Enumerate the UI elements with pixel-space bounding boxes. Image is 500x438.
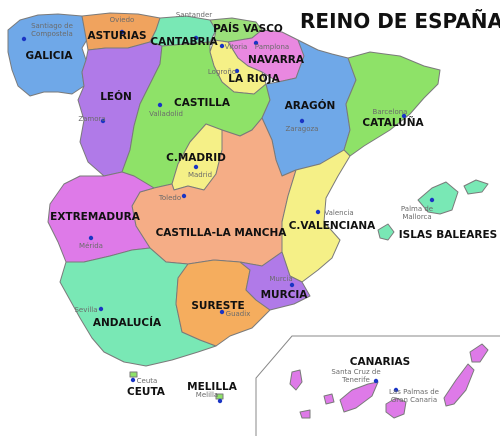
city-dot-pamplona	[253, 40, 259, 46]
label-canarias: CANARIAS	[350, 356, 410, 368]
city-label-santa-cruz-1: Santa Cruz de	[331, 368, 380, 376]
region-islas-baleares-menorca[interactable]	[463, 179, 489, 195]
city-label-logrono: Logroño	[208, 68, 236, 76]
region-islas-baleares-mallorca[interactable]	[417, 181, 459, 215]
city-label-ceuta: Ceuta	[137, 377, 158, 385]
city-label-sevilla: Sevilla	[74, 306, 97, 314]
region-canarias-la-gomera[interactable]	[323, 393, 335, 405]
city-dot-vitoria	[219, 43, 225, 49]
city-label-valencia: Valencia	[324, 209, 353, 217]
city-labels: Santiago de Compostela Oviedo Santander …	[31, 11, 439, 404]
city-dot-oviedo	[119, 29, 125, 35]
label-navarra: NAVARRA	[248, 54, 305, 66]
city-dot-valladolid	[157, 102, 163, 108]
label-andalucia: ANDALUCÍA	[93, 316, 162, 329]
city-label-barcelona: Barcelona	[373, 108, 408, 116]
region-cataluna[interactable]	[343, 51, 441, 157]
region-canarias-gran-canaria[interactable]	[385, 397, 407, 419]
label-sureste: SURESTE	[191, 300, 244, 312]
label-cantabria: CANTABRIA	[150, 36, 218, 48]
label-melilla: MELILLA	[187, 381, 238, 393]
city-label-pamplona: Pamplona	[255, 43, 289, 51]
city-dot-madrid	[193, 164, 199, 170]
city-dot-palma	[429, 197, 435, 203]
region-canarias-el-hierro[interactable]	[299, 409, 311, 419]
city-dot-ceuta	[130, 377, 136, 383]
city-label-valladolid: Valladolid	[149, 110, 183, 118]
label-castilla-la-mancha: CASTILLA-LA MANCHA	[156, 227, 288, 239]
city-label-oviedo: Oviedo	[110, 16, 135, 24]
city-dot-sevilla	[98, 306, 104, 312]
map-title: REINO DE ESPAÑA	[300, 9, 500, 33]
city-label-las-palmas-2: Gran Canaria	[391, 396, 437, 404]
city-dot-melilla	[217, 398, 223, 404]
city-dot-guadix	[219, 309, 225, 315]
region-labels: GALICIA ASTURIAS CANTABRIA PAÍS VASCO NA…	[25, 22, 497, 398]
label-pais-vasco: PAÍS VASCO	[213, 22, 283, 35]
city-label-palma-2: Mallorca	[402, 213, 431, 221]
city-dot-santander	[193, 35, 199, 41]
city-label-santiago-1: Santiago de	[31, 22, 73, 30]
city-dot-logrono	[234, 68, 240, 74]
region-ceuta[interactable]	[129, 371, 138, 378]
city-label-santander: Santander	[176, 11, 212, 19]
city-label-palma-1: Palma de	[401, 205, 433, 213]
city-dot-santa-cruz	[373, 378, 379, 384]
region-canarias-fuerteventura[interactable]	[443, 363, 475, 407]
city-dot-murcia	[289, 282, 295, 288]
city-dot-zaragoza	[299, 118, 305, 124]
city-label-merida: Mérida	[79, 242, 103, 250]
city-label-guadix: Guadix	[226, 310, 251, 318]
city-label-santiago-2: Compostela	[31, 30, 73, 38]
label-c-valenciana: C.VALENCIANA	[289, 220, 376, 232]
city-dot-toledo	[181, 193, 187, 199]
city-dot-merida	[88, 235, 94, 241]
city-label-melilla: Melilla	[196, 391, 218, 399]
region-murcia[interactable]	[239, 251, 311, 311]
region-c-valenciana[interactable]	[281, 149, 351, 283]
city-label-zamora: Zamora	[78, 115, 105, 123]
canarias-inset-frame	[255, 335, 500, 436]
region-islas-baleares-ibiza[interactable]	[377, 223, 395, 241]
city-label-madrid: Madrid	[188, 171, 212, 179]
label-cataluna: CATALUÑA	[362, 116, 424, 129]
city-label-santa-cruz-2: Tenerife	[341, 376, 370, 384]
label-galicia: GALICIA	[25, 50, 73, 62]
city-label-toledo: Toledo	[158, 194, 181, 202]
label-ceuta: CEUTA	[127, 386, 166, 398]
label-aragon: ARAGÓN	[285, 99, 336, 112]
city-dot-santiago	[21, 36, 27, 42]
city-dot-barcelona	[401, 113, 407, 119]
label-castilla: CASTILLA	[174, 97, 231, 109]
label-c-madrid: C.MADRID	[166, 152, 226, 164]
city-dot-valencia	[315, 209, 321, 215]
city-label-vitoria: Vitoria	[225, 43, 248, 51]
label-la-rioja: LA RIOJA	[228, 73, 280, 85]
label-murcia: MURCIA	[261, 289, 309, 301]
region-canarias-tenerife[interactable]	[339, 381, 379, 413]
region-canarias-la-palma[interactable]	[289, 369, 303, 391]
city-dot-las-palmas	[393, 387, 399, 393]
city-label-las-palmas-1: Las Palmas de	[389, 388, 439, 396]
city-dots	[21, 29, 435, 404]
region-canarias-lanzarote[interactable]	[469, 343, 489, 363]
city-label-zaragoza: Zaragoza	[286, 125, 319, 133]
label-extremadura: EXTREMADURA	[50, 211, 141, 223]
label-leon: LEÓN	[100, 90, 132, 103]
label-islas-baleares: ISLAS BALEARES	[399, 229, 497, 241]
city-dot-zamora	[100, 118, 106, 124]
city-label-murcia: Murcia	[269, 275, 292, 283]
label-asturias: ASTURIAS	[87, 30, 146, 42]
